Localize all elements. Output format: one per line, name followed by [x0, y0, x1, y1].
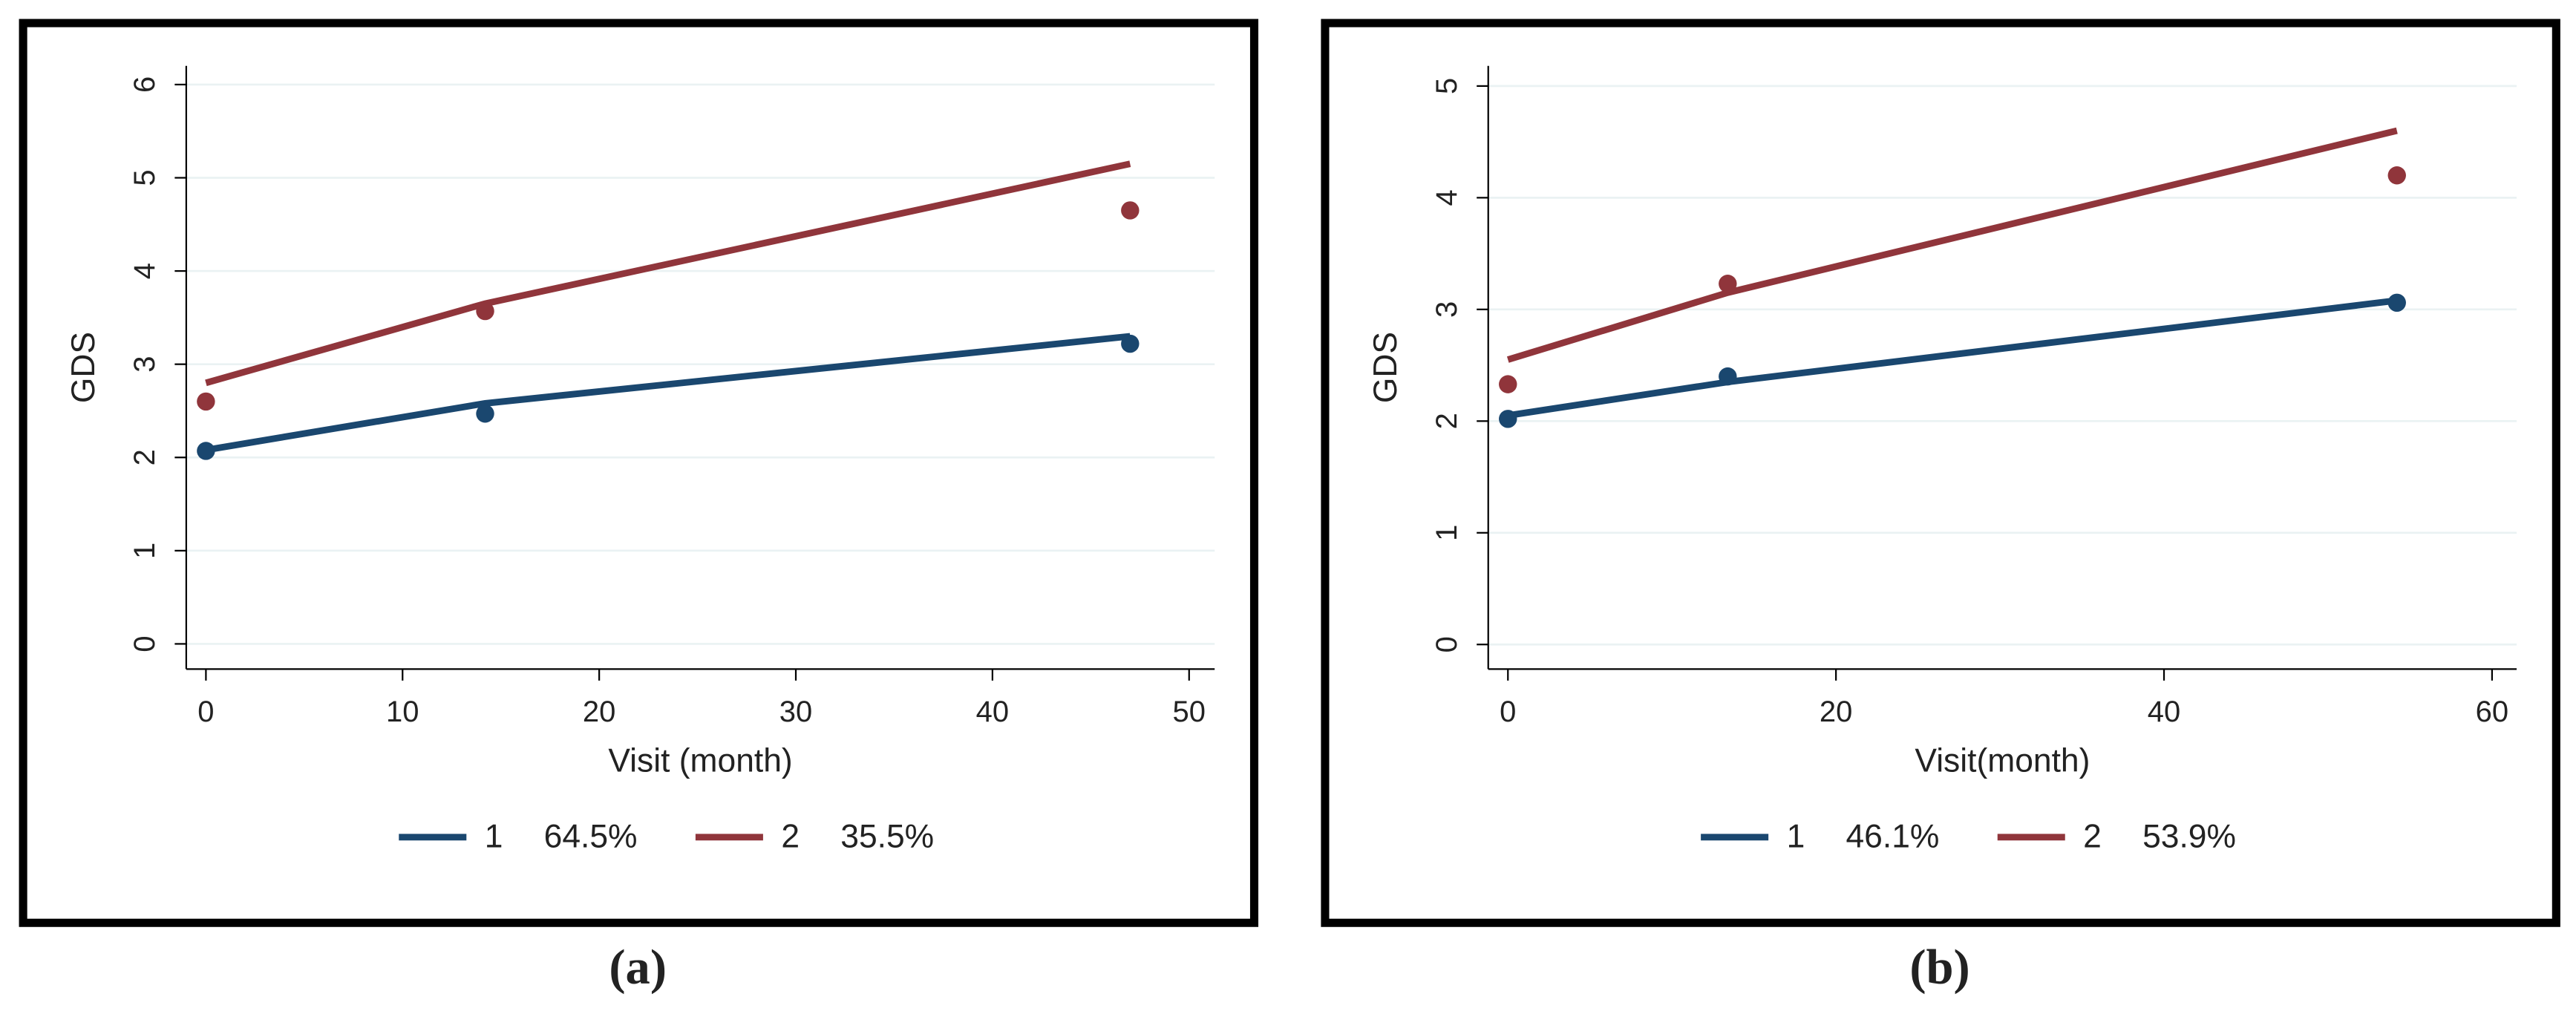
fitted-line — [205, 333, 1131, 454]
fitted-line — [1506, 127, 2398, 363]
x-axis-title: Visit (month) — [608, 743, 792, 779]
panel-caption: (a) — [609, 940, 667, 995]
legend-share: 35.5% — [840, 819, 934, 855]
legend-share: 53.9% — [2142, 819, 2236, 855]
panel-caption: (b) — [1909, 940, 1969, 995]
x-tick-label: 50 — [1173, 696, 1206, 728]
x-tick-label: 20 — [1820, 696, 1852, 728]
x-tick-label: 10 — [386, 696, 419, 728]
legend-label: 1 — [485, 819, 503, 855]
legend-share: 64.5% — [544, 819, 638, 855]
legend-label: 2 — [2083, 819, 2102, 855]
y-tick-label: 5 — [1431, 78, 1463, 94]
observed-point — [197, 442, 215, 460]
observed-point — [197, 392, 215, 411]
observed-point — [2387, 293, 2406, 313]
x-tick-label: 0 — [1500, 696, 1516, 728]
y-tick-label: 4 — [1431, 189, 1463, 206]
panel-frame — [19, 19, 1259, 927]
legend-label: 2 — [781, 819, 800, 855]
y-tick-label: 1 — [1431, 525, 1463, 541]
y-tick-label: 0 — [128, 635, 161, 652]
x-tick-label: 30 — [779, 696, 812, 728]
y-tick-label: 0 — [1431, 636, 1463, 652]
y-tick-label: 6 — [128, 76, 161, 93]
y-axis-title: GDS — [1367, 332, 1404, 403]
observed-point — [1121, 334, 1140, 353]
y-tick-label: 4 — [128, 263, 161, 279]
legend-share: 46.1% — [1846, 819, 1939, 855]
observed-point — [476, 301, 494, 321]
observed-point — [1719, 275, 1737, 293]
observed-point — [1719, 367, 1737, 386]
y-tick-label: 1 — [128, 543, 161, 559]
y-axis-title: GDS — [65, 332, 102, 403]
x-tick-label: 60 — [2476, 696, 2508, 728]
x-axis-title: Visit(month) — [1915, 743, 2090, 779]
observed-point — [1121, 201, 1140, 220]
x-tick-label: 40 — [976, 696, 1009, 728]
observed-point — [2387, 166, 2406, 185]
x-tick-label: 20 — [583, 696, 615, 728]
y-tick-label: 2 — [1431, 413, 1463, 429]
y-tick-label: 3 — [128, 356, 161, 373]
observed-point — [476, 405, 494, 423]
x-tick-label: 0 — [197, 696, 214, 728]
observed-point — [1499, 410, 1517, 428]
legend-label: 1 — [1787, 819, 1805, 855]
y-tick-label: 3 — [1431, 301, 1463, 318]
observed-point — [1499, 375, 1517, 393]
y-tick-label: 2 — [128, 449, 161, 465]
x-tick-label: 40 — [2148, 696, 2180, 728]
y-tick-label: 5 — [128, 169, 161, 186]
panel-frame — [1321, 19, 2560, 927]
